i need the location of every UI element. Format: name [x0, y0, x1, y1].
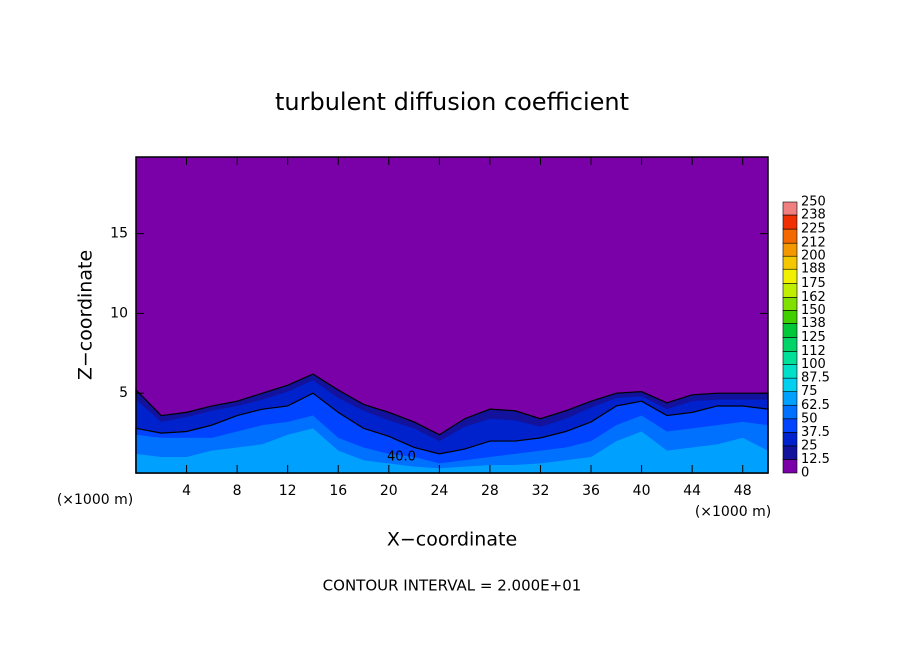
colorbar-swatch [782, 268, 798, 284]
contour-label: 40.0 [387, 450, 416, 465]
colorbar-swatch [782, 201, 798, 216]
x-tick-label: 16 [329, 483, 347, 499]
colorbar-label: 250 [801, 195, 826, 210]
colorbar-label: 87.5 [801, 371, 830, 386]
colorbar-label: 212 [801, 236, 826, 251]
colorbar-label: 12.5 [801, 452, 830, 467]
colorbar-label: 62.5 [801, 398, 830, 413]
colorbar-label: 100 [801, 357, 826, 372]
colorbar-label: 238 [801, 208, 826, 223]
y-tick-label: 10 [110, 305, 128, 321]
x-tick-label: 40 [633, 483, 651, 499]
colorbar-swatch [782, 242, 798, 257]
colorbar-swatch [782, 323, 798, 338]
colorbar-label: 125 [801, 330, 826, 345]
colorbar-swatch [782, 445, 798, 460]
x-tick-label: 12 [279, 483, 297, 499]
colorbar-label: 50 [801, 411, 818, 426]
x-tick-label: 36 [582, 483, 600, 499]
y-axis-label: Z−coordinate [75, 250, 97, 380]
colorbar-swatch [782, 282, 798, 298]
colorbar-swatch [782, 297, 798, 311]
y-tick-label: 15 [110, 226, 128, 242]
x-axis-label: X−coordinate [387, 529, 517, 551]
colorbar-label: 150 [801, 303, 826, 318]
plot-frame [135, 156, 769, 474]
colorbar-label: 162 [801, 290, 826, 305]
y-unit: (×1000 m) [57, 492, 133, 508]
colorbar-label: 138 [801, 316, 826, 331]
colorbar-swatch [782, 459, 798, 474]
y-tick-label: 5 [119, 385, 128, 401]
colorbar-label: 200 [801, 249, 826, 264]
x-tick-label: 28 [481, 483, 499, 499]
x-tick-label: 8 [233, 483, 242, 499]
colorbar-swatch [782, 214, 798, 230]
x-tick-label: 32 [532, 483, 550, 499]
colorbar-swatch [782, 364, 798, 379]
colorbar-swatch [782, 377, 798, 392]
x-tick-label: 24 [430, 483, 448, 499]
colorbar-swatch [782, 418, 798, 433]
x-tick-label: 44 [683, 483, 701, 499]
colorbar-label: 175 [801, 276, 826, 291]
x-tick-label: 48 [734, 483, 752, 499]
colorbar-label: 25 [801, 438, 818, 453]
colorbar-label: 75 [801, 384, 818, 399]
colorbar-swatch [782, 432, 798, 447]
colorbar-label: 112 [801, 344, 826, 359]
contour-region [136, 428, 768, 473]
x-unit: (×1000 m) [695, 504, 771, 520]
colorbar-swatch [782, 404, 798, 420]
chart-title: turbulent diffusion coefficient [275, 88, 629, 116]
colorbar-swatch [782, 351, 798, 365]
colorbar-label: 0 [801, 466, 809, 481]
x-tick-label: 20 [380, 483, 398, 499]
colorbar-swatch [782, 310, 798, 324]
colorbar-swatch [782, 391, 798, 406]
colorbar-label: 225 [801, 222, 826, 237]
colorbar-swatch [782, 337, 798, 352]
colorbar-label: 188 [801, 262, 826, 277]
colorbar-label: 37.5 [801, 425, 830, 440]
colorbar-swatch [782, 228, 798, 244]
colorbar-swatch [782, 255, 798, 270]
footer: CONTOUR INTERVAL = 2.000E+01 [323, 577, 582, 595]
x-tick-label: 4 [182, 483, 191, 499]
